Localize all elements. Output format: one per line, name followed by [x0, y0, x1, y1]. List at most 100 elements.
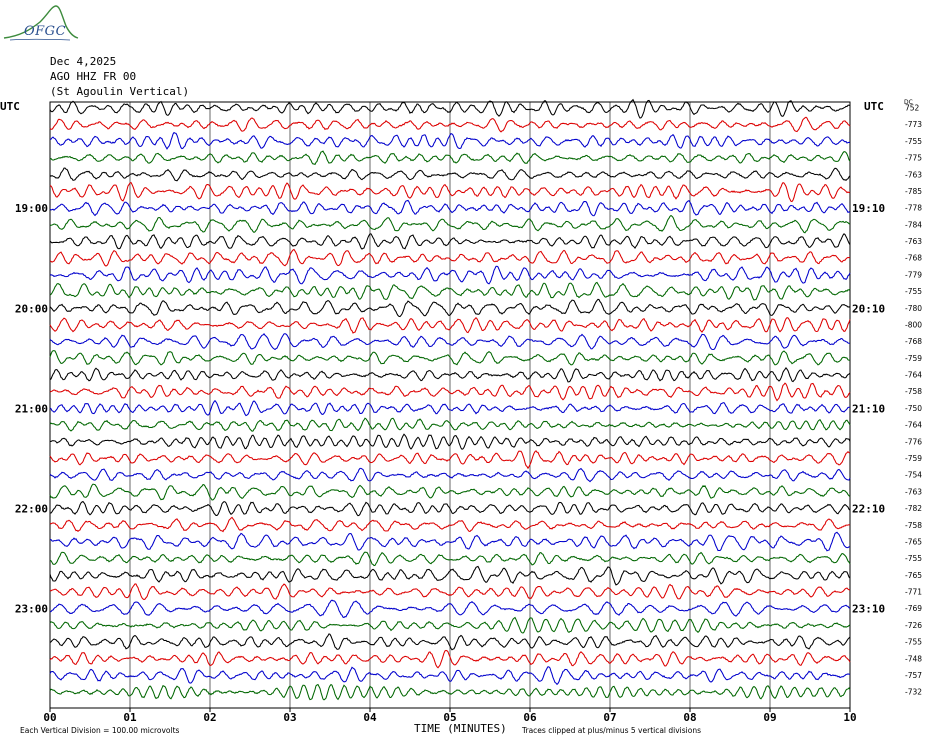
x-tick-label: 08 [683, 711, 696, 724]
trace-line [49, 417, 851, 432]
trace-line [49, 516, 851, 533]
left-hour-label: 23:00 [15, 603, 48, 616]
trace-line [49, 666, 851, 686]
left-utc-label: UTC [0, 100, 20, 113]
row-offset-label: -757 [905, 671, 922, 680]
dc-label: DC [904, 99, 913, 106]
x-tick-label: 05 [443, 711, 456, 724]
row-offset-label: -750 [905, 404, 922, 413]
row-offset-label: -800 [905, 320, 922, 329]
row-offset-label: -755 [905, 554, 922, 563]
row-offset-label: -773 [905, 120, 922, 129]
row-offset-label: -726 [905, 621, 922, 630]
left-hour-labels: 19:00 20:00 21:00 22:00 23:00 [15, 202, 48, 616]
right-hour-label: 23:10 [852, 603, 885, 616]
x-axis-title: TIME (MINUTES) [414, 722, 507, 735]
right-hour-label: 20:10 [852, 302, 885, 315]
row-offset-label: -782 [905, 504, 922, 513]
trace-line [49, 167, 851, 182]
trace-line [49, 116, 851, 133]
row-offset-label: -765 [905, 571, 922, 580]
trace-line [49, 583, 851, 601]
row-offset-label: -769 [905, 604, 922, 613]
x-tick-label: 04 [363, 711, 377, 724]
row-offset-label: -754 [905, 471, 922, 480]
row-offset-label: -732 [905, 688, 922, 697]
trace-line [49, 399, 850, 417]
x-tick-label: 03 [283, 711, 296, 724]
row-offset-label: -764 [905, 421, 922, 430]
x-tick-label: 02 [203, 711, 216, 724]
row-offset-label: -775 [905, 154, 922, 163]
row-offset-label: -779 [905, 270, 922, 279]
trace-line [49, 248, 851, 267]
trace-line [49, 350, 851, 366]
row-offset-label: -758 [905, 387, 922, 396]
left-hour-label: 19:00 [15, 202, 48, 215]
trace-line [49, 633, 851, 651]
trace-line [49, 551, 851, 567]
trace-line [49, 131, 851, 150]
ofgc-logo-icon [3, 5, 79, 41]
row-offset-label: -763 [905, 487, 922, 496]
row-offset-label: -758 [905, 521, 922, 530]
row-offset-label: -768 [905, 337, 922, 346]
row-offset-label: -776 [905, 437, 922, 446]
row-offset-label: -784 [905, 220, 922, 229]
row-offset-label: -748 [905, 654, 922, 663]
row-offset-label: -755 [905, 137, 922, 146]
right-hour-label: 21:10 [852, 402, 885, 415]
left-hour-label: 20:00 [15, 302, 48, 315]
x-tick-label: 07 [603, 711, 616, 724]
row-offset-label: -771 [905, 588, 922, 597]
x-axis: 00 01 02 03 04 05 06 07 08 09 10 [43, 708, 857, 724]
trace-line [49, 649, 851, 669]
trace-line [49, 98, 851, 119]
logo-text: OFGC [24, 24, 67, 39]
x-tick-label: 01 [123, 711, 137, 724]
x-tick-label: 00 [43, 711, 56, 724]
trace-line [49, 382, 851, 402]
scale-note: Each Vertical Division = 100.00 microvol… [20, 726, 180, 735]
row-offset-label: -763 [905, 237, 922, 246]
row-offset-label: -768 [905, 254, 922, 263]
station-name: (St Agoulin Vertical) [50, 85, 190, 98]
row-offset-label: -759 [905, 454, 922, 463]
left-hour-label: 22:00 [15, 503, 48, 516]
trace-line [49, 214, 851, 234]
trace-line [49, 683, 851, 701]
trace-line [49, 450, 851, 470]
chart-date: Dec 4,2025 [50, 55, 117, 68]
station-code: AGO HHZ FR 00 [50, 70, 137, 83]
trace-line [49, 565, 851, 586]
x-tick-label: 09 [763, 711, 776, 724]
x-tick-label: 10 [843, 711, 856, 724]
trace-line [49, 150, 851, 166]
row-offset-label: -763 [905, 170, 922, 179]
trace-line [49, 181, 851, 203]
row-offset-label: -764 [905, 371, 922, 380]
row-offset-label: -780 [905, 304, 922, 313]
trace-line [49, 265, 851, 285]
right-hour-labels: 19:10 20:10 21:10 22:10 23:10 [852, 202, 885, 616]
trace-line [49, 333, 850, 351]
trace-line [49, 317, 851, 334]
right-hour-label: 19:10 [852, 202, 885, 215]
trace-line [49, 199, 851, 217]
row-offset-label: -759 [905, 354, 922, 363]
left-hour-label: 21:00 [15, 402, 48, 415]
trace-line [49, 281, 851, 301]
row-offset-label: -765 [905, 537, 922, 546]
trace-line [49, 616, 851, 634]
traces [49, 98, 851, 701]
trace-line [49, 500, 851, 517]
right-hour-label: 22:10 [852, 503, 885, 516]
clip-note: Traces clipped at plus/minus 5 vertical … [522, 726, 702, 735]
trace-line [49, 467, 851, 483]
trace-line [49, 233, 851, 250]
trace-line [49, 599, 851, 619]
trace-line [49, 298, 851, 318]
x-tick-label: 06 [523, 711, 537, 724]
